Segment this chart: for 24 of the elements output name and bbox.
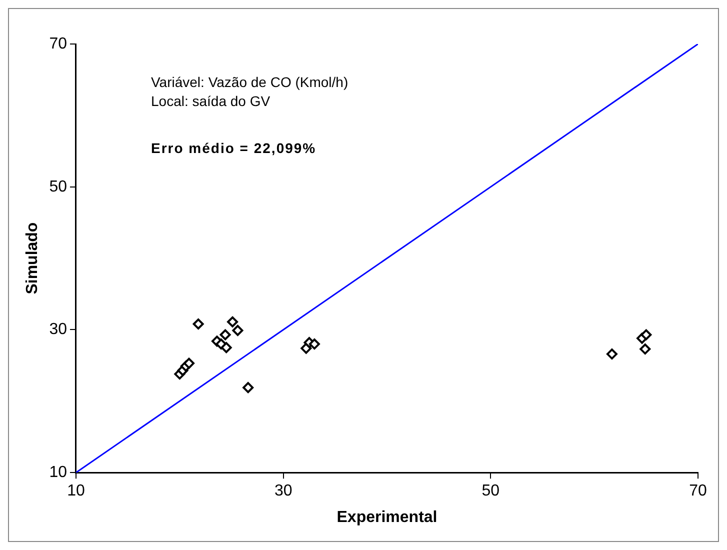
point bbox=[308, 338, 320, 350]
point bbox=[220, 329, 231, 340]
x-axis-title: Experimental bbox=[336, 508, 438, 526]
annotation: Local: saída do GV bbox=[151, 92, 272, 111]
x-tick-label: 50 bbox=[482, 482, 500, 500]
point bbox=[242, 382, 254, 394]
point bbox=[227, 316, 238, 328]
point bbox=[232, 324, 244, 336]
x-tick-label: 30 bbox=[274, 482, 292, 500]
point bbox=[606, 348, 618, 360]
point bbox=[640, 329, 652, 340]
y-tick-label: 10 bbox=[49, 464, 68, 482]
x-tick-label: 10 bbox=[67, 482, 85, 500]
point bbox=[192, 318, 204, 330]
x-tick-label: 70 bbox=[689, 482, 707, 500]
y-axis-title: Simulado bbox=[24, 222, 42, 294]
point bbox=[220, 342, 232, 354]
annotation: Erro médio = 22,099% bbox=[151, 139, 318, 158]
y-tick-label: 30 bbox=[49, 321, 68, 338]
annotation: Variável: Vazão de CO (Kmol/h) bbox=[151, 73, 348, 92]
y-tick-label: 50 bbox=[49, 178, 68, 196]
point bbox=[640, 344, 651, 355]
point bbox=[183, 358, 194, 369]
y-tick-label: 70 bbox=[49, 35, 68, 52]
